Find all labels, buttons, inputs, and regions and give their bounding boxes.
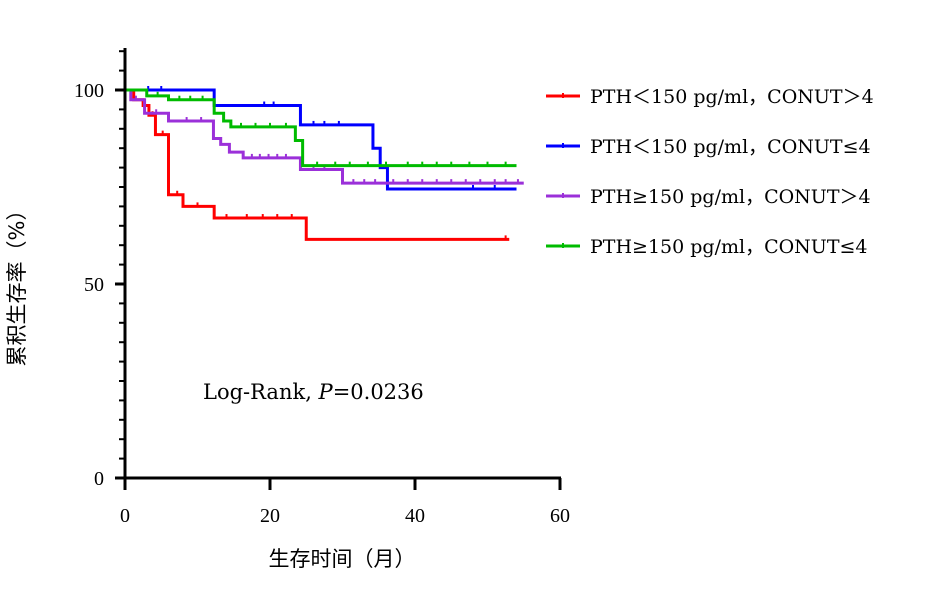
- y-tick-label: 100: [74, 80, 104, 102]
- x-tick-label: 20: [260, 505, 280, 527]
- axes: 0 50 100 0 20 40 60: [74, 48, 570, 527]
- legend-item: PTH＜150 pg/ml，CONUT≤4: [546, 136, 871, 158]
- logrank-prefix: Log-Rank,: [203, 380, 319, 404]
- y-axis-title: 累积生存率（%）: [5, 200, 29, 367]
- legend-label: PTH＜150 pg/ml，CONUT≤4: [590, 136, 871, 158]
- survival-curve-3: [125, 88, 524, 185]
- x-axis-title: 生存时间（月）: [269, 547, 416, 571]
- x-tick-label: 40: [405, 505, 425, 527]
- legend-item: PTH≥150 pg/ml，CONUT＞4: [546, 186, 871, 208]
- legend-label: PTH≥150 pg/ml，CONUT≤4: [590, 236, 868, 258]
- y-tick-label: 0: [94, 468, 104, 490]
- legend-label: PTH＜150 pg/ml，CONUT＞4: [590, 86, 874, 108]
- y-tick-label: 50: [84, 274, 104, 296]
- p-value: =0.0236: [333, 380, 424, 404]
- plot-area: [125, 86, 524, 241]
- legend-label: PTH≥150 pg/ml，CONUT＞4: [590, 186, 871, 208]
- survival-curve-4: [125, 88, 517, 168]
- x-tick-label: 0: [120, 505, 130, 527]
- legend-item: PTH≥150 pg/ml，CONUT≤4: [546, 236, 868, 258]
- legend: PTH＜150 pg/ml，CONUT＞4 PTH＜150 pg/ml，CONUT…: [546, 86, 874, 258]
- survival-curve-2: [125, 88, 517, 191]
- p-symbol: P: [318, 380, 334, 404]
- logrank-annotation: Log-Rank, P=0.0236: [203, 380, 424, 404]
- x-tick-label: 60: [550, 505, 570, 527]
- legend-item: PTH＜150 pg/ml，CONUT＞4: [546, 86, 874, 108]
